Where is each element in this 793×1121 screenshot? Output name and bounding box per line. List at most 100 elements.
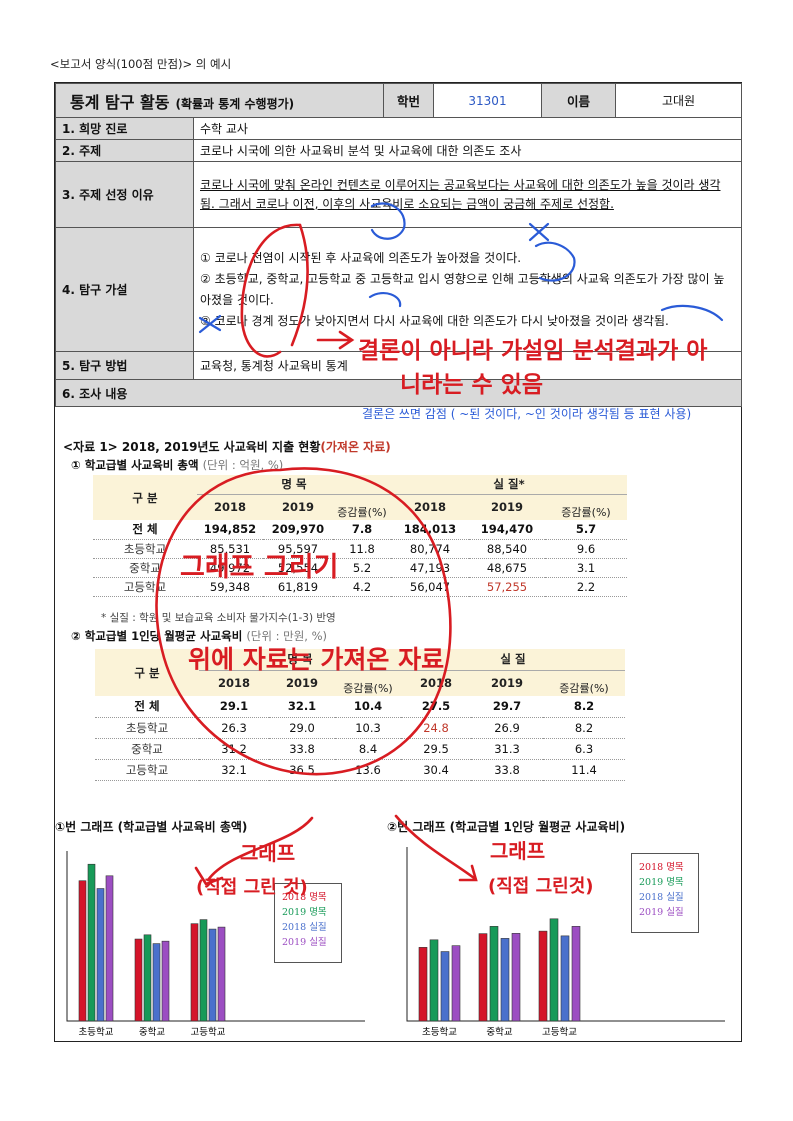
table-row: 초등학교 85,531 95,597 11.8 80,774 88,540 9.6 [93,539,627,559]
table-cell: 49,972 [197,558,263,578]
report-subtitle: (확률과 통계 수행평가) [175,96,295,111]
table-cell: 95,597 [263,539,333,559]
row-label: 전 체 [95,696,199,718]
career-label: 1. 희망 진로 [55,117,194,140]
legend-item: 2018 실질 [639,892,684,903]
table1-col-header: 2018 [391,494,469,520]
table2-nominal-header: 명 목 [199,649,401,671]
table1-note: * 실질 : 학원 및 보습교육 소비자 물가지수(1-3) 반영 [101,612,336,624]
chart2-legend: 2018 명목 2019 명목 2018 실질 2019 실질 [631,853,699,933]
bar [217,926,226,1022]
career-value: 수학 교사 [193,117,742,140]
hypothesis-1: ① 코로나 전염이 시작된 후 사교육에 의존도가 높아졌을 것이다. [200,250,522,265]
reason-value: 코로나 시국에 맞춰 온라인 컨텐츠로 이루어지는 공교육보다는 사교육에 대한… [193,161,742,228]
x-tick-label: 초등학교 [422,1027,457,1038]
career-row: 1. 희망 진로 수학 교사 [55,117,742,140]
x-tick-label: 중학교 [486,1027,512,1038]
table-cell: 7.8 [333,520,391,540]
chart2-title: ②번 그래프 (학교급별 1인당 월평균 사교육비) [387,820,626,834]
bar [78,880,87,1022]
bar [440,951,450,1022]
bar [538,930,548,1022]
bar [511,933,521,1022]
table-cell: 29.7 [471,696,543,718]
table-row: 고등학교 32.1 36.5 13.6 30.4 33.8 11.4 [95,759,625,781]
legend-item: 2019 실질 [639,907,684,918]
x-tick-label: 초등학교 [79,1027,114,1038]
table-cell: 88,540 [469,539,545,559]
table-cell: 32.1 [199,759,269,781]
table-cell: 47,193 [391,558,469,578]
table1-col-header: 2019 [263,494,333,520]
report-frame: 통계 탐구 활동 (확률과 통계 수행평가) 학번 31301 이름 고대원 1.… [54,82,742,1042]
chart1-legend: 2018 명목 2019 명목 2018 실질 2019 실질 [274,883,342,963]
table1-group-header: 구 분 [93,475,197,520]
hypothesis-list: ① 코로나 전염이 시작된 후 사교육에 의존도가 높아졌을 것이다. ② 초등… [193,227,742,352]
table-cell: 10.3 [335,717,401,739]
legend-item: 2019 실질 [282,937,327,948]
table2-title-text: ② 학교급별 1인당 월평균 사교육비 [71,629,243,643]
table2-group-header: 구 분 [95,649,199,696]
table2-unit: (단위 : 만원, %) [246,629,328,643]
table-cell: 11.4 [543,759,625,781]
hypothesis-2: ② 초등학교, 중학교, 고등학교 중 고등학교 입시 영향으로 인해 고등학생… [200,271,725,307]
table-cell: 85,531 [197,539,263,559]
table-cell: 29.1 [199,696,269,718]
bar [87,863,96,1022]
row-label: 초등학교 [93,539,197,559]
bar [478,933,488,1022]
table-cell: 26.9 [471,717,543,739]
row-label: 전 체 [93,520,197,540]
bar [152,943,161,1022]
table1-nominal-header: 명 목 [197,475,391,495]
table-cell: 9.6 [545,539,627,559]
row-label: 중학교 [93,558,197,578]
legend-item: 2018 명목 [639,862,684,873]
row-label: 고등학교 [93,577,197,597]
bar [96,888,105,1022]
table-cell: 33.8 [269,738,335,760]
report-title: 통계 탐구 활동 (확률과 통계 수행평가) [55,83,384,118]
bar [451,945,461,1022]
table-cell: 29.0 [269,717,335,739]
table-cell: 10.4 [335,696,401,718]
table-cell: 24.8 [401,717,471,739]
content-label: 6. 조사 내용 [55,379,742,407]
hypothesis-3: ③ 코로나 경계 정도가 낮아지면서 다시 사교육에 대한 의존도가 다시 낮아… [200,313,669,328]
hypothesis-row: 4. 탐구 가설 ① 코로나 전염이 시작된 후 사교육에 의존도가 높아졌을 … [55,227,742,352]
legend-item: 2018 명목 [282,892,327,903]
table1-unit: (단위 : 억원, %) [202,458,284,472]
legend-item: 2019 명목 [282,907,327,918]
table1: 구 분 명 목 실 질* 2018 2019 증감률(%) 2018 2019 … [93,475,627,597]
topic-row: 2. 주제 코로나 시국에 의한 사교육비 분석 및 사교육에 대한 의존도 조… [55,139,742,162]
table2-col-header: 증감률(%) [543,670,625,696]
table-cell: 8.4 [335,738,401,760]
table-cell: 61,819 [263,577,333,597]
table-cell: 30.4 [401,759,471,781]
bar [199,919,208,1022]
table-cell: 8.2 [543,717,625,739]
title-text: 통계 탐구 활동 [70,92,170,112]
table-cell: 194,852 [197,520,263,540]
table-cell: 8.2 [543,696,625,718]
table1-col-header: 증감률(%) [545,494,627,520]
x-tick-label: 고등학교 [542,1027,577,1038]
table-cell: 57,255 [469,577,545,597]
table1-col-header: 증감률(%) [333,494,391,520]
table-row: 전 체 194,852 209,970 7.8 184,013 194,470 5.7 [93,520,627,540]
bar [134,938,143,1022]
reason-label: 3. 주제 선정 이유 [55,161,194,228]
caption: <보고서 양식(100점 만점)> 의 예시 [50,57,232,71]
table-cell: 194,470 [469,520,545,540]
table-cell: 13.6 [335,759,401,781]
table-row: 중학교 49,972 52,554 5.2 47,193 48,675 3.1 [93,558,627,578]
table-cell: 31.2 [199,738,269,760]
source-title: <자료 1> 2018, 2019년도 사교육비 지출 현황(가져온 자료) [63,438,391,455]
table-row: 중학교 31.2 33.8 8.4 29.5 31.3 6.3 [95,738,625,760]
bar [190,923,199,1022]
table-cell: 184,013 [391,520,469,540]
table-cell: 4.2 [333,577,391,597]
reason-row: 3. 주제 선정 이유 코로나 시국에 맞춰 온라인 컨텐츠로 이루어지는 공교… [55,161,742,228]
table1-col-header: 2019 [469,494,545,520]
bar [571,926,581,1022]
